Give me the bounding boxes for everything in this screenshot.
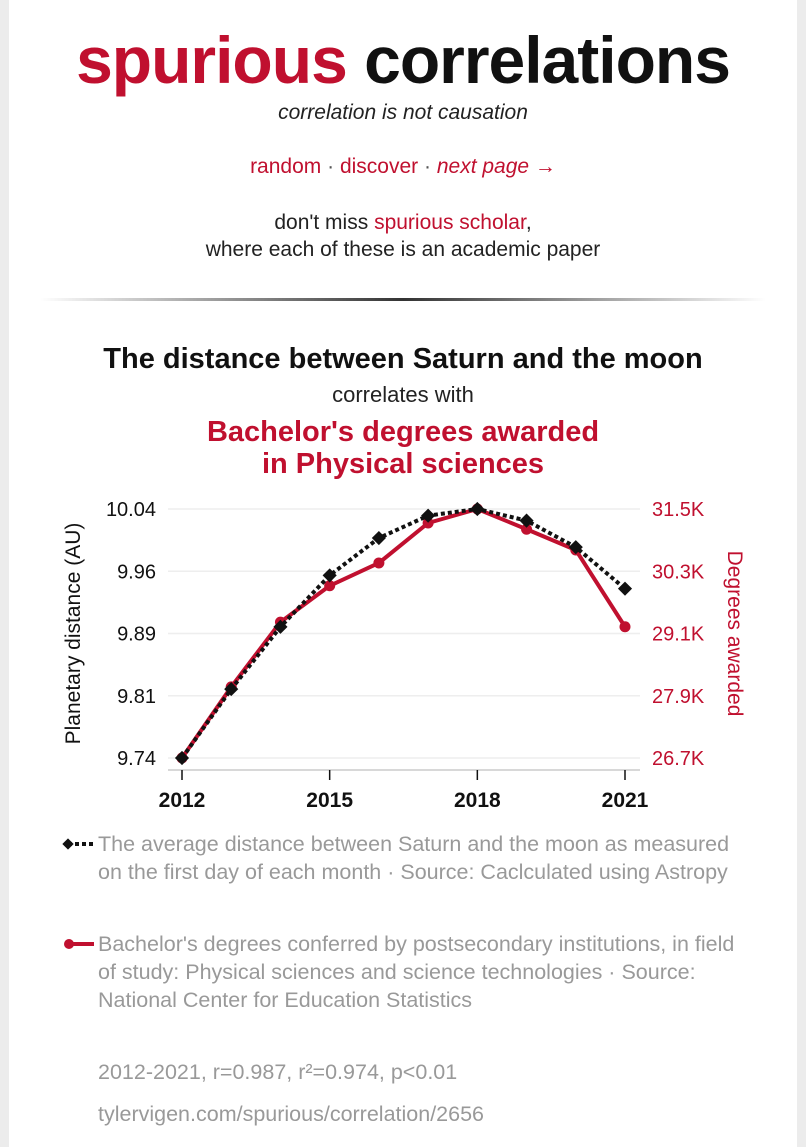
series-degrees-point [619, 621, 631, 633]
chart-title-2-line1: Bachelor's degrees awarded [206, 416, 600, 448]
y-tick-left: 9.96 [117, 561, 156, 583]
legend-series2: Bachelor's degrees conferred by postseco… [64, 930, 738, 1014]
y-tick-right: 30.3K [652, 561, 705, 583]
y-axis-label-right: Degrees awarded [723, 551, 746, 717]
y-tick-right: 27.9K [652, 686, 705, 708]
correlation-url[interactable]: tylervigen.com/spurious/correlation/2656 [98, 1102, 485, 1126]
chart-connector: correlates with [332, 382, 474, 407]
spurious-scholar-link[interactable]: spurious scholar [374, 211, 526, 234]
series-distance-point [519, 513, 534, 528]
nav-separator: · [327, 155, 335, 178]
y-tick-left: 10.04 [106, 499, 156, 521]
x-tick-label: 2012 [159, 789, 206, 812]
chart-title: The distance between Saturn and the moon [103, 343, 703, 375]
promo-comma: , [525, 211, 532, 234]
series-distance-point [421, 508, 436, 523]
y-tick-left: 9.81 [117, 686, 156, 708]
random-link[interactable]: random [250, 155, 322, 178]
chart-title-2-line2: in Physical sciences [261, 448, 545, 480]
nav-separator: · [424, 155, 431, 178]
series-distance-line [180, 506, 627, 760]
series-distance-point [322, 568, 337, 583]
title-correlations: correlations [364, 23, 731, 97]
series-distance-point [371, 530, 386, 546]
series-distance-point [568, 540, 583, 555]
series-degrees-point [324, 580, 336, 592]
series-degrees-line [180, 507, 627, 760]
y-axis-label-left: Planetary distance (AU) [62, 523, 85, 745]
series-distance-point [273, 619, 288, 634]
promo-line2: where each of these is an academic paper [205, 238, 601, 261]
x-tick-label: 2018 [454, 789, 501, 812]
nav-links: random · discover · next page → [0, 155, 806, 179]
legend-series2-text: Bachelor's degrees conferred by postseco… [98, 932, 735, 1012]
stats-text: 2012-2021, r=0.987, r²=0.974, p<0.01 [98, 1060, 458, 1084]
x-tick-label: 2015 [306, 789, 353, 812]
x-tick-label: 2021 [602, 789, 649, 812]
legend-series1: The average distance between Saturn and … [62, 830, 738, 886]
legend-series1-text: The average distance between Saturn and … [98, 832, 730, 884]
y-tick-left: 9.89 [117, 624, 156, 646]
promo-text: don't miss spurious scholar, where each … [0, 209, 806, 263]
y-tick-left: 9.74 [117, 748, 156, 770]
promo-prefix: don't miss [274, 211, 369, 234]
series-degrees-point [521, 523, 533, 535]
y-tick-right: 29.1K [652, 624, 705, 646]
dotted-diamond-legend-icon [62, 838, 94, 850]
red-line-legend-icon [64, 939, 94, 949]
line-chart: 10.04 31.5K 9.96 30.3K 9.89 29.1K 9.81 27.9K 9.7… [62, 499, 746, 812]
y-tick-right: 26.7K [652, 748, 705, 770]
title-spurious: spurious [76, 23, 348, 97]
series-distance-point [224, 682, 239, 697]
series-degrees-point [373, 557, 385, 569]
divider [40, 298, 766, 301]
series-distance-point [470, 501, 485, 517]
content-card [9, 0, 797, 1147]
discover-link[interactable]: discover [339, 155, 419, 178]
tagline: correlation is not causation [278, 101, 528, 124]
series-distance-point [174, 750, 190, 766]
site-title[interactable]: spurious correlations [0, 22, 806, 98]
series-distance-point [617, 581, 633, 596]
y-tick-right: 31.5K [652, 499, 705, 521]
next-page-link[interactable]: next page → [436, 155, 556, 178]
series-degrees-point [422, 517, 434, 529]
chart-title-2: Bachelor's degrees awarded in Physical s… [0, 416, 806, 480]
